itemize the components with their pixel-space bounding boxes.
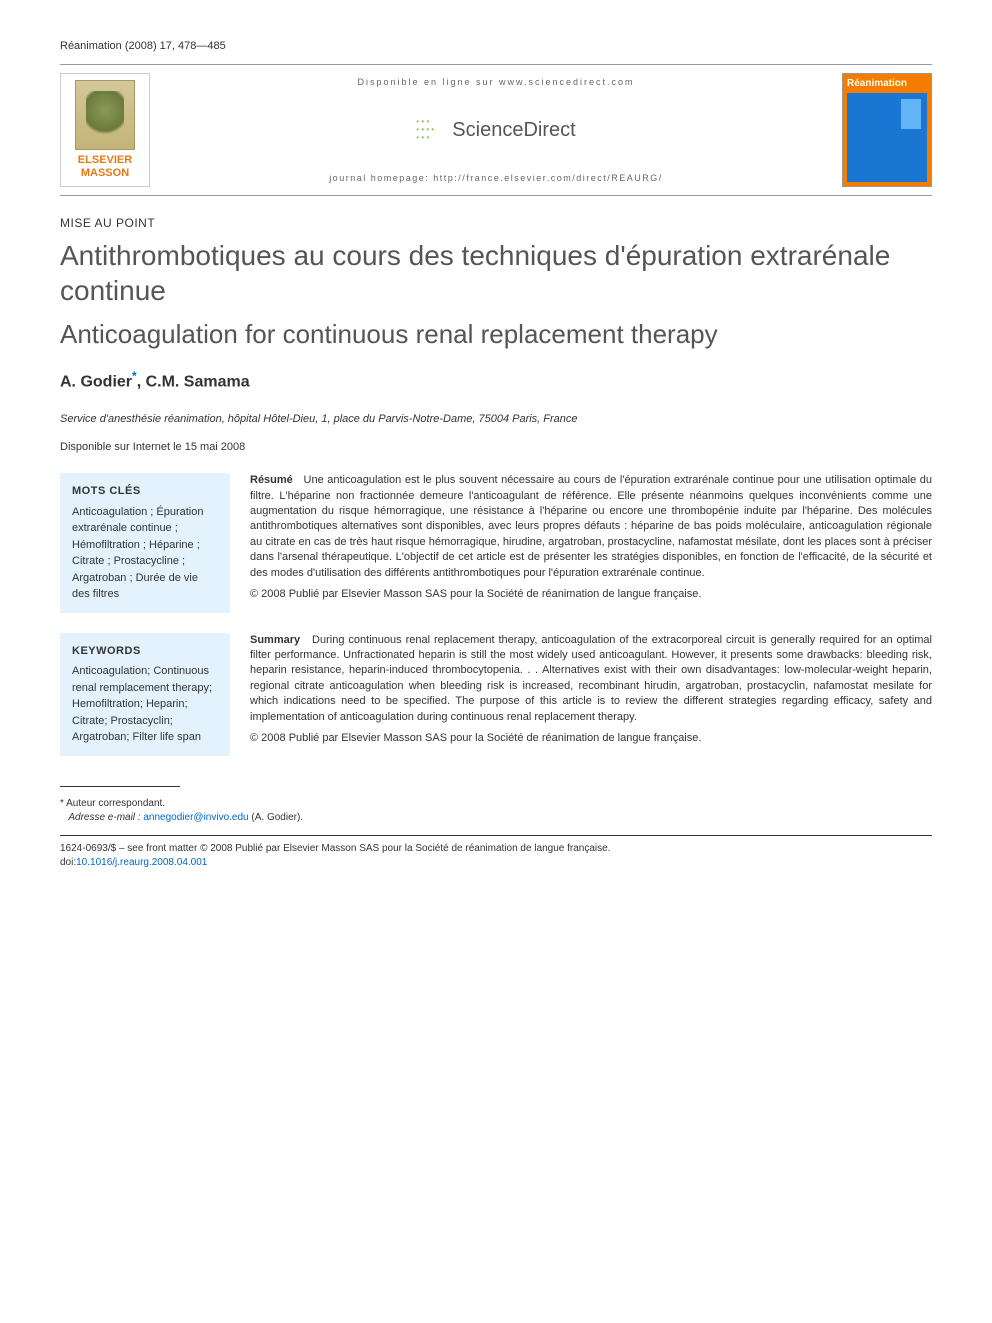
footnote-marker: * [60, 798, 64, 809]
mots-cles-title: MOTS CLÉS [72, 483, 218, 500]
article-title-english: Anticoagulation for continuous renal rep… [60, 318, 932, 351]
resume-copyright: © 2008 Publié par Elsevier Masson SAS po… [250, 587, 932, 602]
doi-label: doi: [60, 857, 76, 868]
sciencedirect-text: ScienceDirect [452, 119, 575, 142]
journal-cover-image [847, 93, 927, 182]
author-email-link[interactable]: annegodier@invivo.edu [143, 812, 248, 823]
resume-label: Résumé [250, 474, 293, 486]
footnote-block: * Auteur correspondant. Adresse e-mail :… [60, 797, 932, 825]
header-banner: ELSEVIER MASSON Disponible en ligne sur … [60, 64, 932, 196]
doi-link[interactable]: 10.1016/j.reaurg.2008.04.001 [76, 857, 207, 868]
resume-text: Une anticoagulation est le plus souvent … [250, 474, 932, 578]
bottom-separator [60, 835, 932, 836]
journal-cover-thumbnail: Réanimation [842, 73, 932, 187]
banner-center: Disponible en ligne sur www.sciencedirec… [162, 73, 830, 187]
resume-block: Résumé Une anticoagulation est le plus s… [250, 473, 932, 613]
publisher-logo: ELSEVIER MASSON [60, 73, 150, 187]
elsevier-tree-icon [75, 80, 135, 150]
email-label: Adresse e-mail : [68, 812, 140, 823]
mots-cles-box: MOTS CLÉS Anticoagulation ; Épuration ex… [60, 473, 230, 613]
summary-block: Summary During continuous renal replacem… [250, 633, 932, 756]
mots-cles-row: MOTS CLÉS Anticoagulation ; Épuration ex… [60, 473, 932, 613]
keywords-box: KEYWORDS Anticoagulation; Continuous ren… [60, 633, 230, 756]
publication-date: Disponible sur Internet le 15 mai 2008 [60, 441, 932, 453]
online-availability-text: Disponible en ligne sur www.sciencedirec… [357, 77, 634, 87]
authors-line: A. Godier*, C.M. Samama [60, 369, 932, 391]
keywords-items: Anticoagulation; Continuous renal rempla… [72, 663, 218, 746]
publisher-name: ELSEVIER MASSON [67, 154, 143, 180]
article-type-label: MISE AU POINT [60, 216, 932, 230]
article-title-french: Antithrombotiques au cours des technique… [60, 238, 932, 308]
summary-label: Summary [250, 634, 300, 646]
sciencedirect-logo: ScienceDirect [416, 118, 575, 142]
keywords-title: KEYWORDS [72, 643, 218, 660]
author-2: , C.M. Samama [137, 373, 250, 390]
journal-cover-title: Réanimation [847, 78, 927, 89]
summary-text: During continuous renal replacement ther… [250, 634, 932, 723]
journal-homepage-text: journal homepage: http://france.elsevier… [329, 173, 663, 183]
keywords-row: KEYWORDS Anticoagulation; Continuous ren… [60, 633, 932, 756]
mots-cles-items: Anticoagulation ; Épuration extrarénale … [72, 504, 218, 603]
affiliation: Service d'anesthésie réanimation, hôpita… [60, 413, 932, 425]
issn-copyright-line: 1624-0693/$ – see front matter © 2008 Pu… [60, 842, 932, 856]
footnote-separator [60, 786, 180, 787]
doi-line: doi:10.1016/j.reaurg.2008.04.001 [60, 856, 932, 870]
journal-reference: Réanimation (2008) 17, 478—485 [60, 40, 932, 52]
summary-copyright: © 2008 Publié par Elsevier Masson SAS po… [250, 731, 932, 746]
sciencedirect-dots-icon [416, 118, 446, 142]
author-paren: (A. Godier). [251, 812, 303, 823]
corresponding-author-label: Auteur correspondant. [66, 798, 165, 809]
author-1: A. Godier [60, 373, 132, 390]
